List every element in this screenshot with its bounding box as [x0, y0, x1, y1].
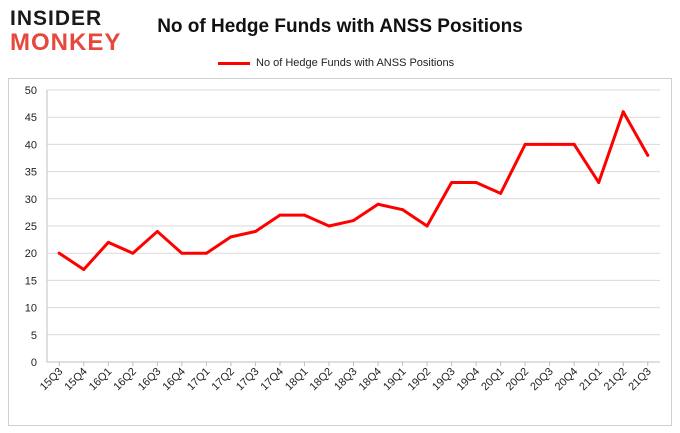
data-point	[376, 202, 380, 206]
x-tick-label: 17Q1	[185, 366, 213, 394]
data-point	[327, 224, 331, 228]
data-point	[646, 153, 650, 157]
data-point	[155, 229, 159, 233]
x-tick-label: 15Q4	[62, 366, 90, 394]
x-tick-label: 21Q3	[626, 366, 654, 394]
x-tick-label: 19Q2	[406, 366, 434, 394]
data-point	[229, 235, 233, 239]
x-tick-label: 17Q3	[234, 366, 262, 394]
legend-line-swatch	[218, 61, 250, 65]
x-tick-label: 18Q1	[283, 366, 311, 394]
x-tick-label: 21Q1	[577, 366, 605, 394]
x-tick-label: 20Q4	[553, 366, 581, 394]
x-tick-label: 19Q4	[455, 366, 483, 394]
x-tick-label: 18Q3	[332, 366, 360, 394]
x-tick-label: 16Q4	[160, 366, 188, 394]
x-tick-label: 16Q1	[87, 366, 115, 394]
x-tick-label: 18Q2	[308, 366, 336, 394]
y-tick-label: 30	[25, 194, 37, 206]
chart-legend: No of Hedge Funds with ANSS Positions	[218, 55, 454, 71]
data-point	[450, 180, 454, 184]
data-point	[106, 240, 110, 244]
x-tick-label: 16Q3	[136, 366, 164, 394]
data-point	[57, 251, 61, 255]
x-tick-label: 17Q2	[209, 366, 237, 394]
y-tick-label: 0	[31, 357, 37, 369]
x-tick-label: 21Q2	[602, 366, 630, 394]
data-point	[572, 142, 576, 146]
data-point	[474, 180, 478, 184]
x-tick-label: 16Q2	[111, 366, 139, 394]
y-tick-label: 45	[25, 112, 37, 124]
x-tick-label: 15Q3	[38, 366, 66, 394]
x-tick-label: 19Q3	[430, 366, 458, 394]
y-tick-label: 35	[25, 167, 37, 179]
y-tick-label: 5	[31, 330, 37, 342]
data-point	[499, 191, 503, 195]
insider-monkey-logo: INSIDER MONKEY	[10, 6, 128, 56]
data-point	[425, 224, 429, 228]
data-point	[352, 219, 355, 223]
data-point	[401, 208, 405, 212]
legend-label: No of Hedge Funds with ANSS Positions	[256, 57, 455, 69]
data-point	[523, 142, 527, 146]
y-tick-label: 40	[25, 139, 37, 151]
x-tick-label: 20Q2	[504, 366, 532, 394]
data-point	[82, 268, 86, 272]
data-point	[548, 142, 552, 146]
y-tick-label: 15	[25, 275, 37, 287]
y-tick-label: 10	[25, 303, 37, 315]
y-tick-label: 25	[25, 221, 37, 233]
data-point	[131, 251, 135, 255]
x-tick-label: 19Q1	[381, 366, 409, 394]
data-point	[180, 251, 184, 255]
chart-border	[8, 78, 672, 426]
data-point	[621, 110, 625, 114]
x-tick-label: 18Q4	[357, 366, 385, 394]
x-tick-label: 17Q4	[259, 366, 287, 394]
logo-text-monkey: MONKEY	[10, 29, 122, 56]
data-point	[253, 229, 257, 233]
y-tick-label: 20	[25, 248, 37, 260]
chart-title: No of Hedge Funds with ANSS Positions	[157, 16, 523, 37]
data-point	[204, 251, 208, 255]
data-point	[597, 180, 601, 184]
x-tick-label: 20Q1	[479, 366, 507, 394]
series-line	[57, 110, 650, 272]
x-tick-label: 20Q3	[528, 366, 556, 394]
data-point	[278, 213, 282, 217]
data-point	[302, 213, 306, 217]
logo-text-insider: INSIDER	[10, 7, 103, 30]
y-tick-label: 50	[25, 85, 37, 97]
